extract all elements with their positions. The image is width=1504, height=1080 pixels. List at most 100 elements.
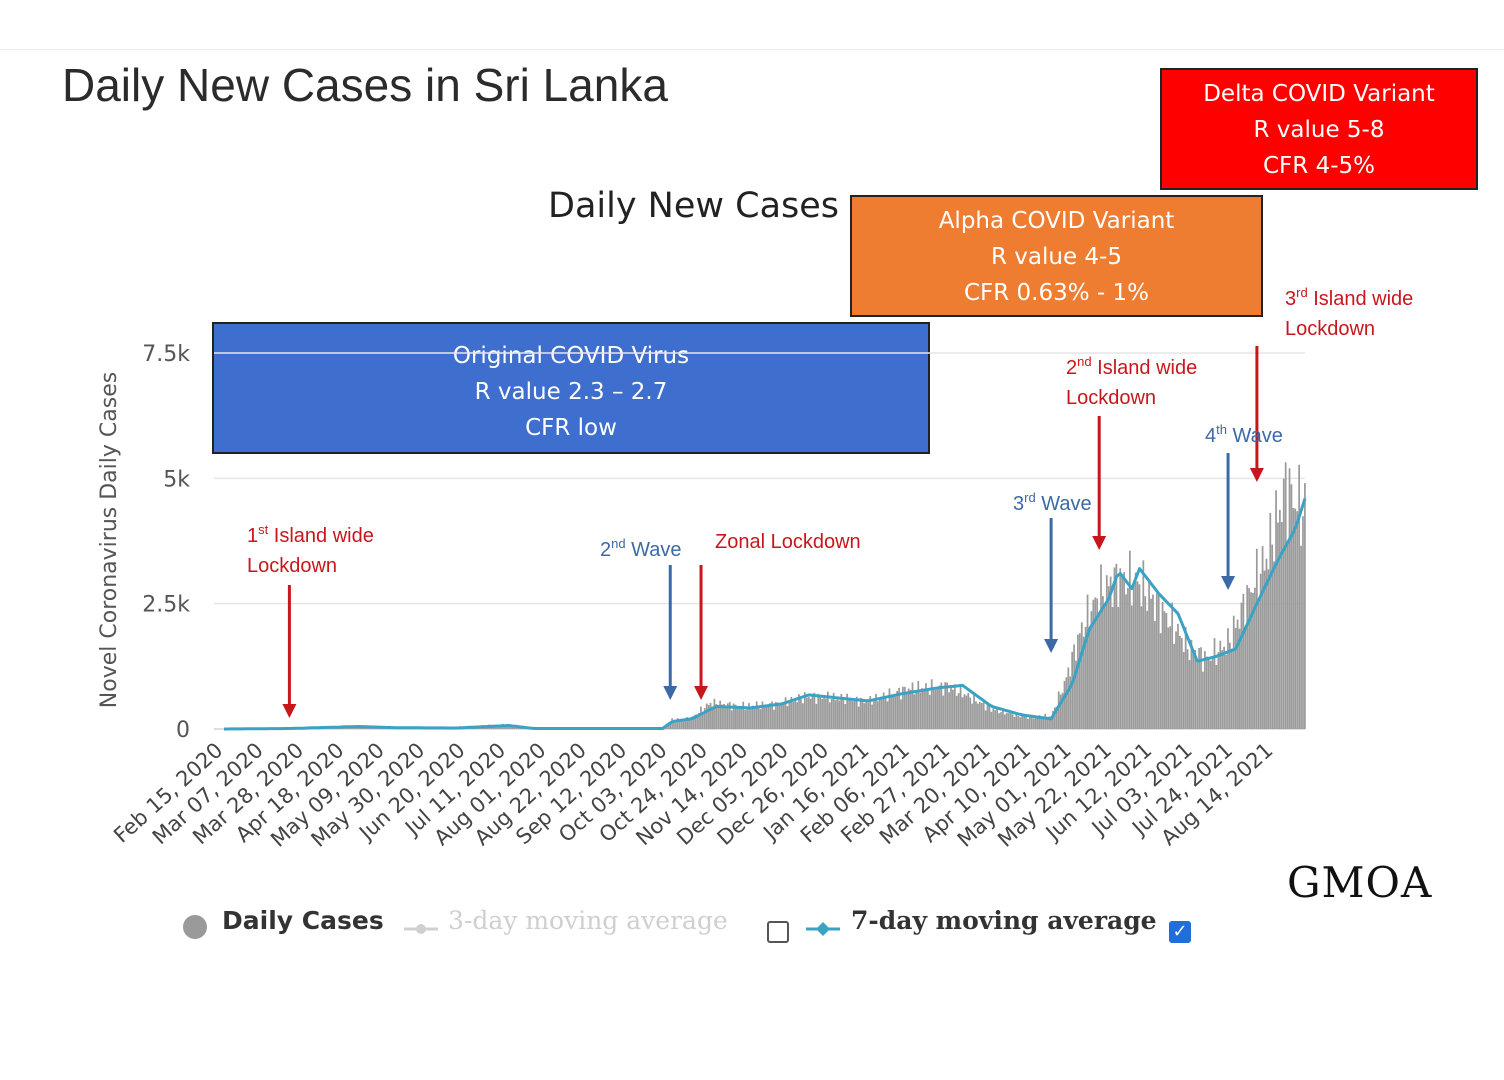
daily-case-bar bbox=[890, 695, 893, 729]
daily-case-bar bbox=[1242, 593, 1245, 729]
daily-case-bar bbox=[813, 692, 816, 729]
daily-case-bar bbox=[682, 720, 685, 729]
daily-case-bar bbox=[961, 697, 964, 729]
daily-case-bar bbox=[909, 689, 912, 729]
lockdown3-label-line2: Lockdown bbox=[1285, 318, 1375, 340]
y-tick-label: 0 bbox=[176, 718, 190, 743]
legend-three-day-average[interactable]: 3-day moving average bbox=[448, 906, 728, 935]
daily-case-bar bbox=[763, 705, 766, 729]
daily-case-bar bbox=[667, 723, 670, 729]
daily-case-bar bbox=[902, 686, 904, 729]
daily-case-bar bbox=[778, 704, 781, 729]
daily-case-bar bbox=[882, 692, 885, 729]
daily-case-bar bbox=[852, 701, 854, 729]
original-variant-box: Original COVID Virus R value 2.3 – 2.7 C… bbox=[212, 322, 930, 454]
daily-case-bar bbox=[1125, 594, 1127, 729]
daily-case-bar bbox=[1038, 715, 1041, 729]
daily-case-bar bbox=[1036, 716, 1039, 729]
daily-case-bar bbox=[1152, 594, 1154, 729]
daily-case-bar bbox=[1048, 716, 1050, 729]
daily-case-bar bbox=[1142, 560, 1145, 729]
daily-case-bar bbox=[673, 719, 675, 729]
daily-case-bar bbox=[969, 697, 972, 729]
alpha-variant-name: Alpha COVID Variant bbox=[938, 208, 1175, 234]
daily-case-bar bbox=[1177, 623, 1179, 729]
daily-case-bar bbox=[1059, 694, 1062, 729]
daily-case-bar bbox=[953, 684, 956, 729]
daily-case-bar bbox=[1205, 656, 1208, 729]
daily-case-bar bbox=[1086, 594, 1089, 729]
three-day-average-checkbox[interactable] bbox=[767, 921, 789, 943]
daily-case-bar bbox=[1296, 511, 1299, 729]
daily-case-bar bbox=[1034, 715, 1037, 729]
daily-case-bar bbox=[1111, 607, 1114, 729]
daily-case-bar bbox=[1234, 627, 1237, 729]
daily-case-bar bbox=[923, 689, 925, 729]
daily-case-bar bbox=[736, 706, 739, 729]
daily-case-bar bbox=[715, 704, 718, 729]
daily-case-bar bbox=[1204, 651, 1206, 729]
daily-case-bar bbox=[1238, 628, 1241, 729]
daily-case-bar bbox=[1267, 569, 1270, 729]
legend-seven-day-average[interactable]: 7-day moving average bbox=[851, 906, 1157, 935]
daily-case-bar bbox=[669, 722, 672, 729]
daily-case-bar bbox=[786, 706, 789, 729]
y-tick-label: 5k bbox=[163, 467, 190, 492]
daily-case-bar bbox=[1288, 468, 1291, 729]
daily-case-bar bbox=[761, 701, 764, 729]
daily-case-bar bbox=[846, 693, 848, 729]
daily-case-bar bbox=[967, 693, 970, 729]
daily-case-bar bbox=[686, 717, 689, 729]
daily-case-bar bbox=[855, 696, 858, 729]
daily-case-bar bbox=[1184, 626, 1187, 729]
daily-case-bar bbox=[959, 685, 962, 729]
daily-case-bar bbox=[730, 710, 733, 729]
seven-day-average-checkbox[interactable]: ✓ bbox=[1169, 921, 1191, 943]
daily-case-bar bbox=[1040, 717, 1043, 729]
daily-case-bar bbox=[1057, 691, 1060, 729]
daily-case-bar bbox=[802, 703, 804, 729]
daily-case-bar bbox=[1127, 587, 1129, 729]
original-variant-name: Original COVID Virus bbox=[452, 343, 690, 369]
alpha-variant-r-value: R value 4-5 bbox=[991, 244, 1122, 270]
daily-case-bar bbox=[1188, 660, 1191, 729]
daily-case-bar bbox=[759, 709, 762, 729]
daily-case-bar bbox=[769, 703, 772, 729]
daily-case-bar bbox=[721, 704, 723, 729]
wave3-arrow-icon-head bbox=[1044, 639, 1059, 653]
daily-case-bar bbox=[873, 700, 875, 729]
wave3-label: 3rd Wave bbox=[1013, 490, 1092, 515]
daily-case-bar bbox=[1273, 561, 1275, 729]
daily-case-bar bbox=[1003, 714, 1006, 729]
daily-case-bar bbox=[701, 712, 704, 729]
daily-case-bar bbox=[1248, 588, 1250, 729]
daily-case-bar bbox=[955, 695, 958, 729]
daily-case-bar bbox=[917, 680, 920, 729]
y-axis-label: Novel Coronavirus Daily Cases bbox=[97, 372, 122, 708]
daily-case-bar bbox=[940, 682, 943, 729]
daily-case-bar bbox=[1275, 490, 1277, 729]
daily-case-bar bbox=[930, 679, 933, 729]
daily-case-bar bbox=[952, 689, 954, 729]
daily-case-bar bbox=[1140, 606, 1143, 729]
daily-case-bar bbox=[1179, 635, 1181, 729]
daily-case-bar bbox=[1263, 570, 1266, 729]
daily-case-bar bbox=[1027, 718, 1029, 729]
daily-case-bar bbox=[994, 710, 997, 729]
daily-case-bar bbox=[705, 703, 708, 729]
daily-case-bar bbox=[1107, 586, 1110, 729]
lockdown2-label: 2nd Island wide bbox=[1066, 354, 1197, 379]
daily-case-bar bbox=[815, 703, 818, 729]
daily-case-bar bbox=[1259, 573, 1262, 729]
daily-case-bar bbox=[836, 697, 839, 729]
daily-case-bar bbox=[788, 702, 791, 729]
daily-case-bar bbox=[946, 682, 949, 729]
legend-daily-cases[interactable]: Daily Cases bbox=[222, 906, 384, 935]
daily-case-bar bbox=[973, 693, 975, 729]
lockdown1-label-line2: Lockdown bbox=[247, 555, 337, 577]
daily-case-bar bbox=[1300, 545, 1302, 729]
daily-case-bar bbox=[1078, 633, 1081, 729]
daily-case-bar bbox=[742, 701, 745, 729]
daily-case-bar bbox=[888, 688, 891, 729]
daily-case-bar bbox=[900, 699, 902, 729]
